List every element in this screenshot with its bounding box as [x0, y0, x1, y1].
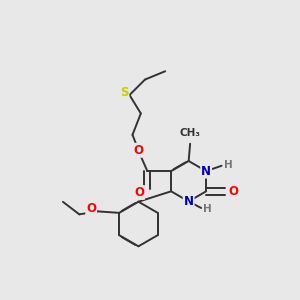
Text: O: O: [134, 144, 143, 157]
Text: H: H: [224, 160, 233, 170]
Text: CH₃: CH₃: [180, 128, 201, 138]
Text: S: S: [120, 85, 128, 98]
Text: O: O: [86, 202, 96, 215]
Text: O: O: [134, 186, 144, 199]
Text: O: O: [229, 185, 239, 198]
Text: N: N: [201, 165, 211, 178]
Text: H: H: [203, 204, 212, 214]
Text: N: N: [184, 195, 194, 208]
